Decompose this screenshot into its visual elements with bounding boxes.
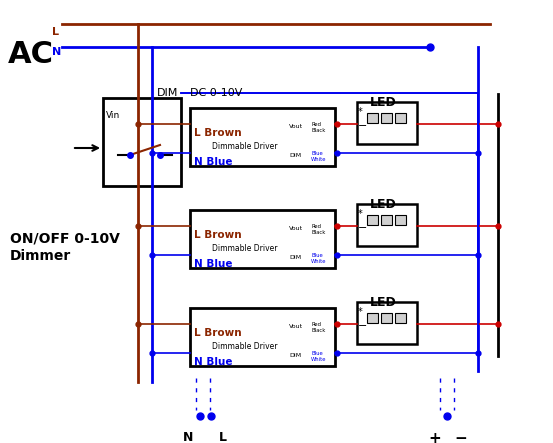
Bar bbox=[357, 302, 417, 344]
Bar bbox=[367, 113, 378, 123]
Text: DIM: DIM bbox=[289, 255, 301, 260]
Text: Dimmer: Dimmer bbox=[10, 249, 71, 263]
Bar bbox=[190, 308, 335, 366]
Text: Dimmable Driver: Dimmable Driver bbox=[212, 342, 278, 351]
Text: Vout: Vout bbox=[289, 124, 303, 129]
Text: Red
Black: Red Black bbox=[311, 224, 325, 235]
Bar bbox=[395, 215, 406, 225]
Text: LED: LED bbox=[369, 96, 397, 109]
Text: *: * bbox=[358, 107, 363, 117]
Bar bbox=[190, 210, 335, 268]
Text: L: L bbox=[219, 431, 227, 443]
Text: Dimmable Driver: Dimmable Driver bbox=[212, 142, 278, 151]
Text: +: + bbox=[428, 431, 441, 443]
Text: DIM: DIM bbox=[289, 353, 301, 358]
Text: L Brown: L Brown bbox=[194, 328, 242, 338]
Text: DIM: DIM bbox=[157, 88, 179, 98]
Text: LED: LED bbox=[369, 296, 397, 309]
Bar bbox=[395, 113, 406, 123]
Text: Vout: Vout bbox=[289, 226, 303, 231]
Text: L Brown: L Brown bbox=[194, 128, 242, 138]
Text: L: L bbox=[52, 27, 59, 37]
Text: ON/OFF 0-10V: ON/OFF 0-10V bbox=[10, 231, 120, 245]
Text: Vin: Vin bbox=[106, 111, 120, 120]
Bar bbox=[357, 102, 417, 144]
Text: LED: LED bbox=[369, 198, 397, 211]
Text: −: − bbox=[454, 431, 467, 443]
Bar bbox=[190, 108, 335, 166]
Text: N: N bbox=[183, 431, 194, 443]
Text: N Blue: N Blue bbox=[194, 157, 232, 167]
Text: Vout: Vout bbox=[289, 324, 303, 329]
Text: Blue
White: Blue White bbox=[311, 351, 326, 362]
Text: DC 0-10V: DC 0-10V bbox=[190, 88, 242, 98]
Bar bbox=[367, 215, 378, 225]
Text: N Blue: N Blue bbox=[194, 259, 232, 269]
Bar bbox=[381, 313, 392, 323]
Text: Blue
White: Blue White bbox=[311, 151, 326, 162]
Bar bbox=[357, 204, 417, 246]
Text: Red
Black: Red Black bbox=[311, 322, 325, 333]
Text: N: N bbox=[52, 47, 61, 57]
Text: Dimmable Driver: Dimmable Driver bbox=[212, 244, 278, 253]
Text: −: − bbox=[358, 223, 367, 233]
Bar bbox=[395, 313, 406, 323]
Text: DIM: DIM bbox=[289, 153, 301, 158]
Text: AC: AC bbox=[8, 40, 54, 69]
Bar bbox=[381, 113, 392, 123]
Text: L Brown: L Brown bbox=[194, 230, 242, 240]
Bar bbox=[381, 215, 392, 225]
Text: Blue
White: Blue White bbox=[311, 253, 326, 264]
Bar bbox=[103, 98, 181, 186]
Text: −: − bbox=[358, 121, 367, 131]
Text: Red
Black: Red Black bbox=[311, 122, 325, 133]
Text: −: − bbox=[358, 321, 367, 331]
Text: *: * bbox=[358, 209, 363, 219]
Bar bbox=[367, 313, 378, 323]
Text: N Blue: N Blue bbox=[194, 357, 232, 367]
Text: *: * bbox=[358, 307, 363, 317]
